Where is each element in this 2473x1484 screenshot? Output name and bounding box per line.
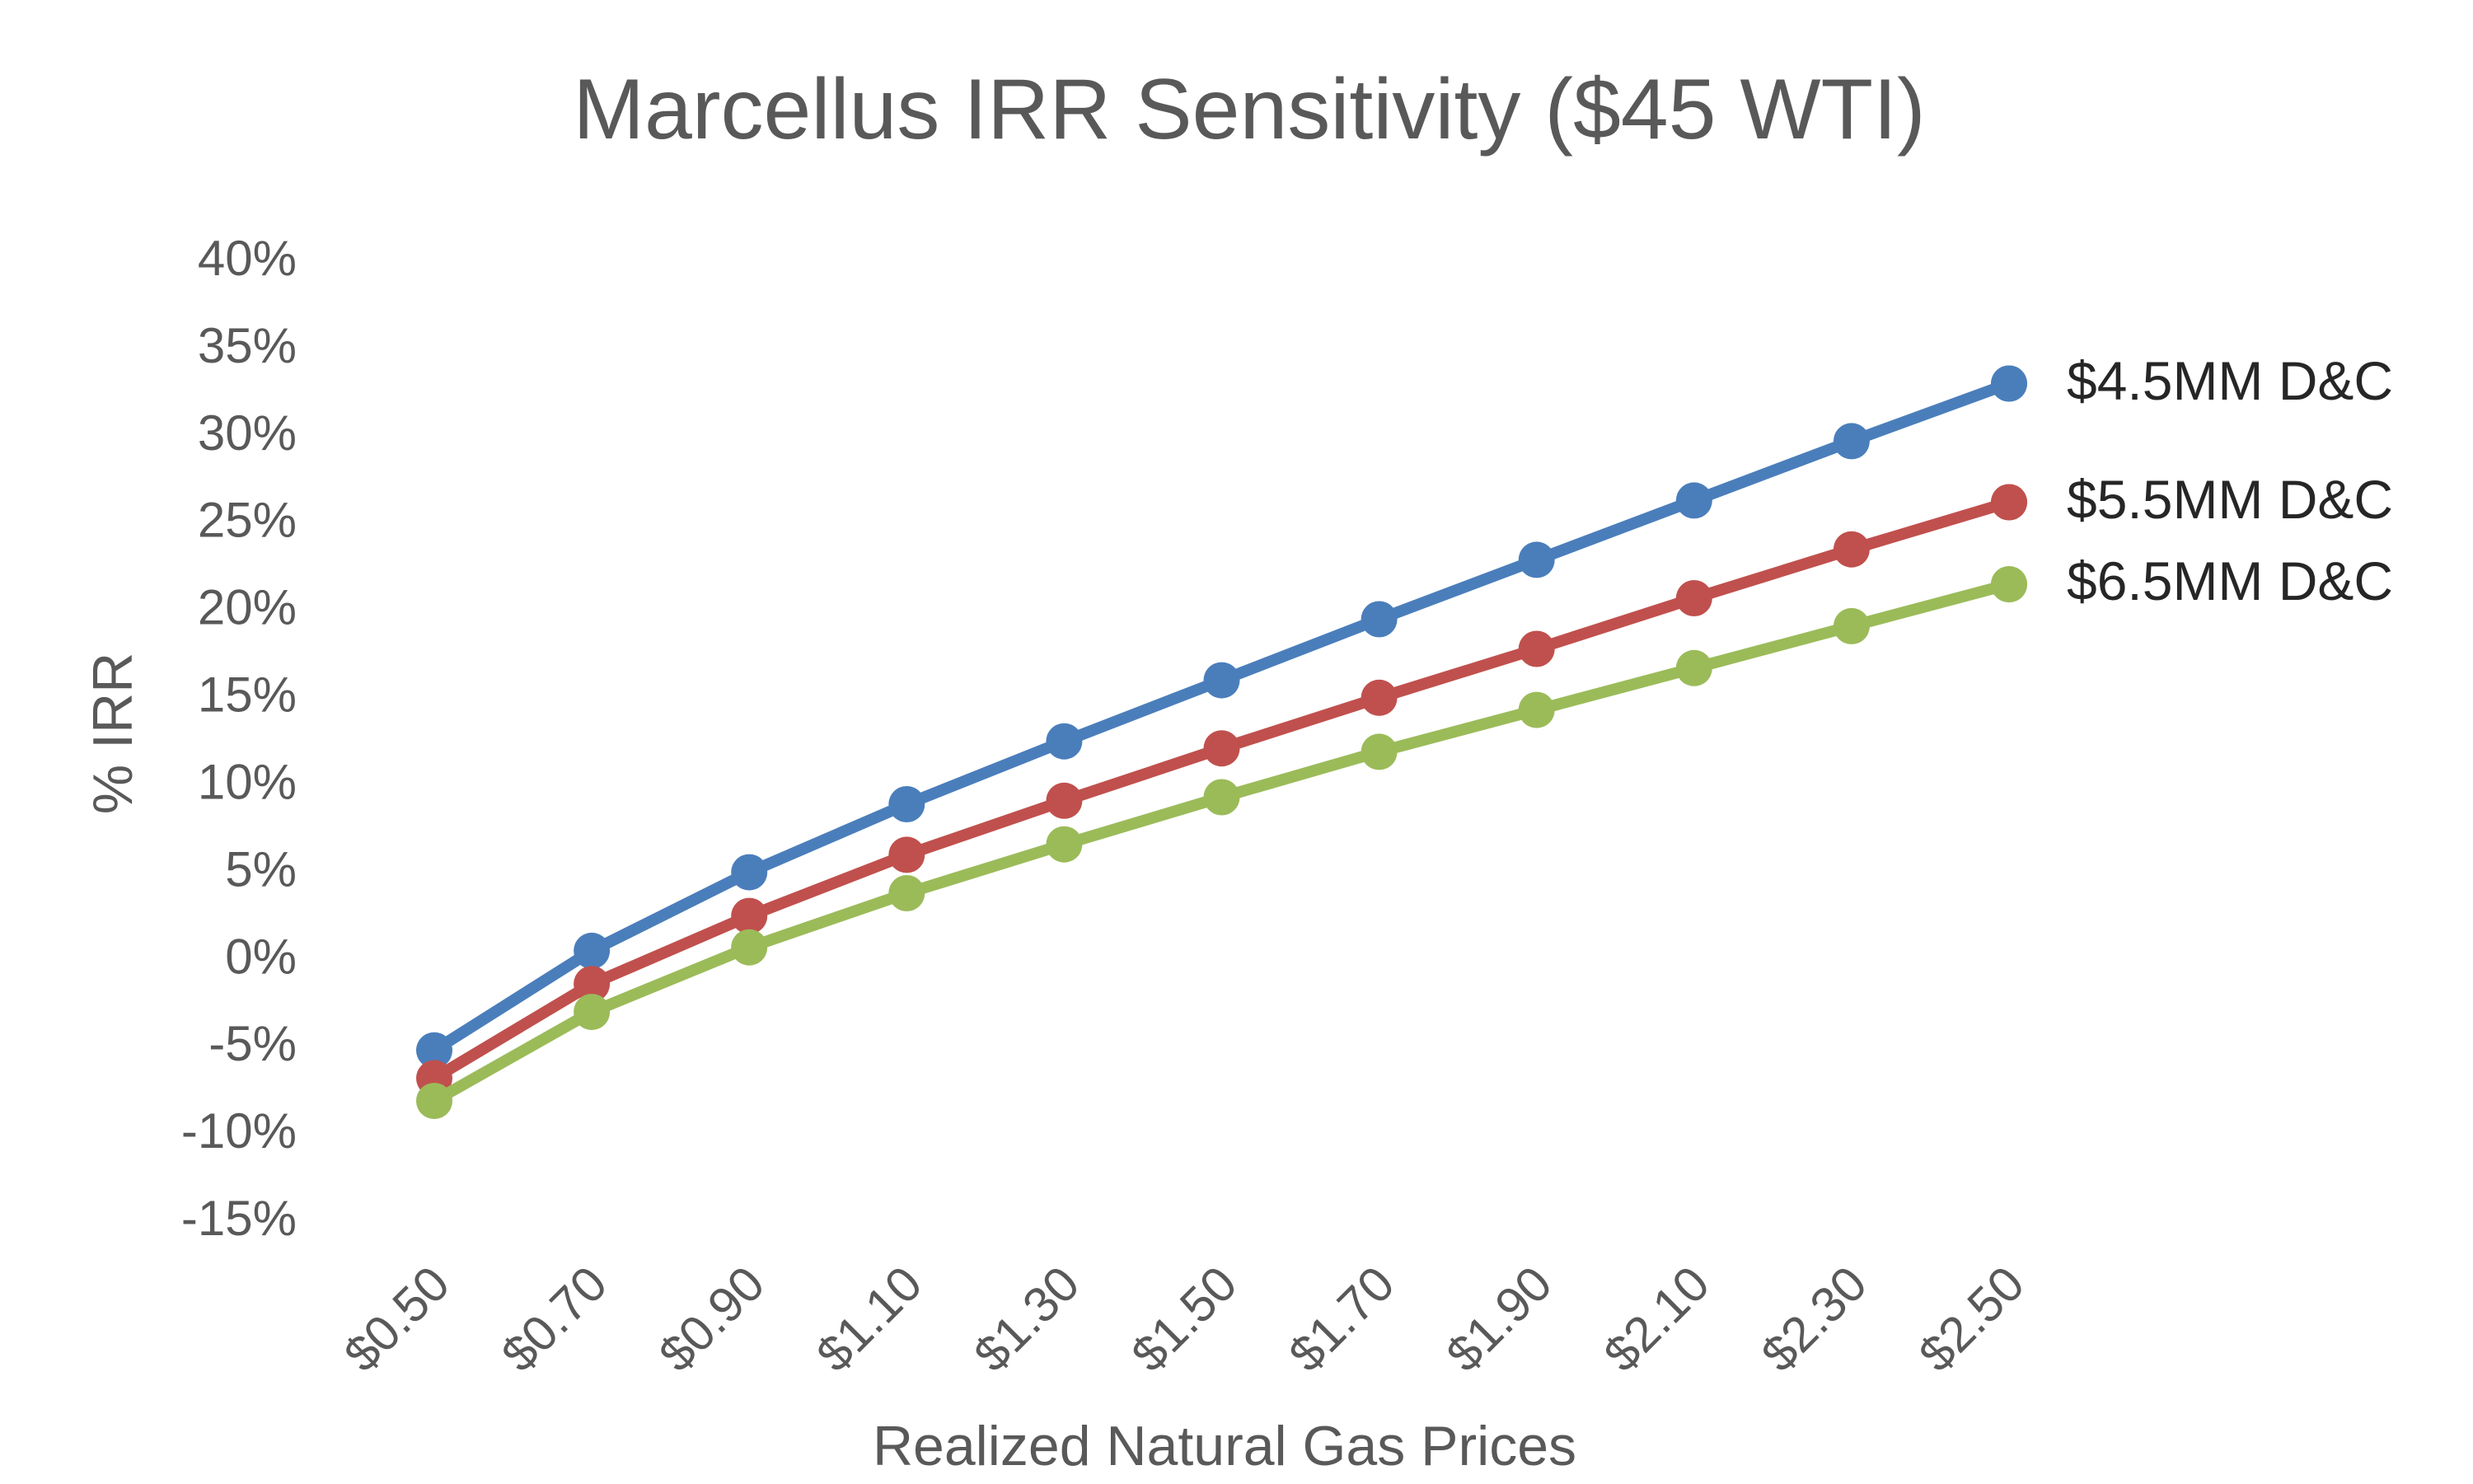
x-tick-label: $1.10 (806, 1256, 933, 1383)
series-3 (416, 566, 2027, 1120)
y-tick-label: 30% (198, 405, 297, 461)
x-tick-label: $1.70 (1278, 1256, 1405, 1383)
y-tick-label: -5% (208, 1016, 297, 1071)
data-point (1518, 541, 1555, 578)
y-tick-label: -15% (181, 1191, 297, 1246)
x-tick-label: $2.30 (1751, 1256, 1878, 1383)
data-point (1833, 607, 1870, 644)
legend-label: $6.5MM D&C (2067, 550, 2393, 611)
data-point (574, 966, 611, 1003)
data-point (1046, 782, 1083, 819)
legend-item: $4.5MM D&C (1991, 350, 2393, 411)
x-tick-label: $1.30 (963, 1256, 1090, 1383)
legend-label: $4.5MM D&C (2067, 350, 2393, 411)
data-point (731, 897, 768, 934)
y-tick-label: 0% (225, 929, 297, 984)
data-point (1203, 662, 1240, 699)
legend-item: $6.5MM D&C (1991, 550, 2393, 611)
x-tick-label: $2.50 (1909, 1256, 2035, 1383)
data-point (731, 854, 768, 891)
y-axis-ticks: 40% 35% 30% 25% 20% 15% 10% 5% 0% -5% -10% -15% (181, 231, 297, 1246)
y-tick-label: 25% (198, 493, 297, 548)
x-tick-label: $0.70 (491, 1256, 618, 1383)
legend-marker (1991, 566, 2027, 603)
data-point (888, 836, 925, 873)
y-tick-label: 15% (198, 667, 297, 723)
data-point (1675, 649, 1712, 686)
series-layer (416, 365, 2027, 1120)
legend-marker (1991, 365, 2027, 402)
data-point (1518, 630, 1555, 667)
x-axis-title: Realized Natural Gas Prices (873, 1415, 1576, 1477)
data-point (1361, 679, 1398, 716)
data-point (416, 1032, 452, 1069)
y-tick-label: 35% (198, 318, 297, 373)
x-tick-label: $1.50 (1121, 1256, 1248, 1383)
data-point (1675, 482, 1712, 519)
data-point (1361, 601, 1398, 638)
x-tick-label: $0.90 (649, 1256, 775, 1383)
data-point (1518, 691, 1555, 728)
chart-title: Marcellus IRR Sensitivity ($45 WTI) (573, 62, 1925, 157)
y-tick-label: 20% (198, 580, 297, 635)
y-tick-label: 5% (225, 841, 297, 896)
data-point (416, 1083, 452, 1120)
data-point (888, 786, 925, 822)
y-tick-label: 10% (198, 754, 297, 809)
data-point (1203, 730, 1240, 767)
legend-item: $5.5MM D&C (1991, 469, 2393, 530)
data-point (731, 929, 768, 966)
data-point (1833, 423, 1870, 460)
x-axis-ticks: $0.50 $0.70 $0.90 $1.10 $1.30 $1.50 $1.70 $1.90… (334, 1256, 2035, 1383)
series-line (429, 578, 2015, 1107)
legend: $4.5MM D&C $5.5MM D&C $6.5MM D&C (1991, 350, 2393, 611)
data-point (888, 875, 925, 911)
data-point (1046, 723, 1083, 760)
legend-marker (1991, 484, 2027, 521)
y-axis-title: % IRR (82, 653, 144, 814)
data-point (1361, 733, 1398, 770)
data-point (1675, 580, 1712, 616)
x-tick-label: $2.10 (1593, 1256, 1720, 1383)
series-1 (416, 365, 2027, 1069)
x-tick-label: $0.50 (334, 1256, 461, 1383)
data-point (574, 932, 611, 969)
legend-label: $5.5MM D&C (2067, 469, 2393, 530)
y-tick-label: -10% (181, 1103, 297, 1159)
data-point (1203, 779, 1240, 816)
data-point (1046, 826, 1083, 863)
data-point (1833, 531, 1870, 568)
y-tick-label: 40% (198, 231, 297, 286)
x-tick-label: $1.90 (1436, 1256, 1562, 1383)
data-point (574, 994, 611, 1031)
